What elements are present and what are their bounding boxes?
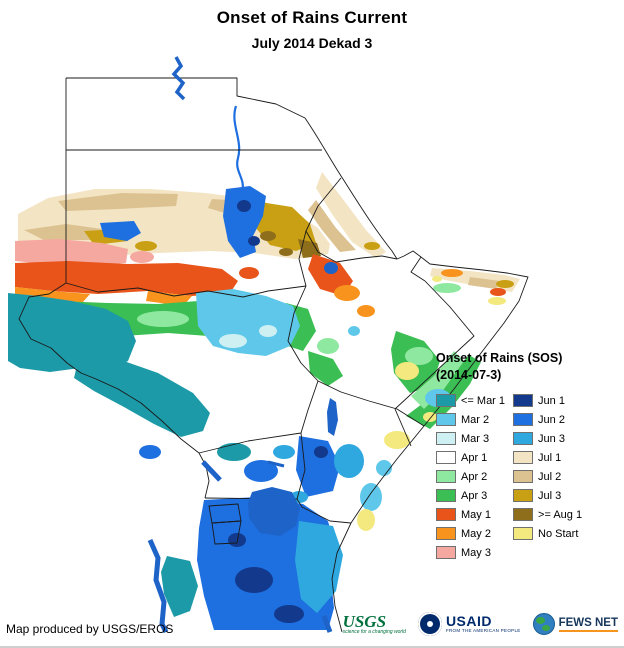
- legend-title: Onset of Rains (SOS): [436, 351, 563, 365]
- lake-malawi: [321, 615, 333, 633]
- map-subtitle: July 2014 Dekad 3: [251, 35, 373, 51]
- legend-label: Jun 2: [538, 413, 565, 426]
- legend-label: Apr 3: [461, 489, 488, 502]
- legend-label: Apr 1: [461, 451, 488, 464]
- legend-swatch: [436, 413, 456, 426]
- legend-item: Jul 1: [513, 448, 582, 467]
- legend-swatch: [513, 451, 534, 464]
- legend-item: Mar 2: [436, 410, 505, 429]
- sudan-southsudan-border: [65, 282, 307, 298]
- legend-date: (2014-07-3): [436, 368, 502, 382]
- legend-swatch: [436, 527, 456, 540]
- kenya-tanzania-border: [296, 498, 352, 524]
- ethiopia-somalia-border: [394, 280, 475, 410]
- legend-label: Jul 2: [538, 470, 562, 483]
- map-title: Onset of Rains Current: [216, 8, 408, 27]
- legend-swatch: [436, 432, 456, 445]
- legend-swatch: [513, 413, 534, 426]
- usaid-logo: USAID FROM THE AMERICAN PEOPLE: [417, 612, 521, 636]
- legend-swatch: [436, 451, 456, 464]
- attribution: Map produced by USGS/EROS: [6, 622, 174, 636]
- legend-label: Jun 1: [538, 394, 565, 407]
- legend-item: May 3: [436, 543, 505, 562]
- usgs-tagline: science for a changing world: [342, 628, 406, 635]
- kenya-somalia-border: [394, 408, 412, 447]
- legend-column-2: Jun 1 Jun 2 Jun 3 Jul 1 Jul 2 Jul 3 >= A…: [513, 391, 582, 562]
- legend-item: Apr 1: [436, 448, 505, 467]
- legend-label: No Start: [538, 527, 579, 540]
- legend-item: Apr 3: [436, 486, 505, 505]
- fewsnet-logo-text: FEWS NET: [558, 617, 618, 632]
- lake-victoria: [248, 487, 300, 536]
- legend-item: Jun 3: [513, 429, 582, 448]
- legend-label: Jul 3: [538, 489, 562, 502]
- ilemi-border: [300, 380, 319, 434]
- lake-tana: [324, 262, 338, 274]
- legend-label: Jul 1: [538, 451, 562, 464]
- water-layer: [147, 56, 338, 634]
- legend-label: Mar 3: [461, 432, 490, 445]
- legend-column-1: <= Mar 1 Mar 2 Mar 3 Apr 1 Apr 2 Apr 3 M…: [436, 391, 505, 562]
- legend: Onset of Rains (SOS) (2014-07-3) <= Mar …: [436, 350, 624, 562]
- usaid-logo-text: USAID: [445, 612, 492, 629]
- legend-swatch: [436, 508, 456, 521]
- legend-item: <= Mar 1: [436, 391, 505, 410]
- legend-label: May 3: [461, 546, 491, 559]
- usgs-logo: USGS science for a changing world: [342, 611, 406, 635]
- lake-turkana: [327, 398, 338, 436]
- border-layer: [18, 77, 529, 633]
- logo-strip: USGS science for a changing world USAID …: [343, 608, 618, 640]
- lake-kyoga: [267, 460, 285, 468]
- fews-globe-icon: [532, 613, 555, 635]
- legend-item: Jun 2: [513, 410, 582, 429]
- legend-swatch: [513, 470, 534, 483]
- legend-item: Jul 2: [513, 467, 582, 486]
- legend-item: Mar 3: [436, 429, 505, 448]
- legend-swatch: [436, 546, 456, 559]
- ethiopia-west-border: [287, 230, 319, 382]
- burundi-border: [211, 520, 242, 545]
- lake-tanganyika: [147, 538, 169, 634]
- usaid-tagline: FROM THE AMERICAN PEOPLE: [445, 627, 521, 633]
- fewsnet-logo: FEWS NET: [532, 613, 618, 635]
- legend-item: May 2: [436, 524, 505, 543]
- legend-swatch: [436, 489, 456, 502]
- legend-item: May 1: [436, 505, 505, 524]
- legend-label: May 2: [461, 527, 491, 540]
- legend-item: Jun 1: [513, 391, 582, 410]
- legend-swatch: [513, 489, 534, 502]
- eritrea-border: [305, 177, 398, 263]
- legend-label: May 1: [461, 508, 491, 521]
- legend-swatch: [513, 432, 534, 445]
- lake-albert: [201, 460, 222, 482]
- usaid-seal-icon: [417, 612, 442, 636]
- legend-swatch: [513, 508, 534, 521]
- usgs-logo-text: USGS: [342, 611, 387, 631]
- legend-item: >= Aug 1: [513, 505, 582, 524]
- kenya-uganda-border: [296, 432, 306, 500]
- ethiopia-south-border: [317, 380, 425, 427]
- uganda-north-border: [198, 432, 302, 454]
- west-borders: [18, 78, 210, 499]
- legend-label: Jun 3: [538, 432, 565, 445]
- legend-label: Apr 2: [461, 470, 488, 483]
- legend-swatch: [436, 394, 456, 407]
- coastline: [66, 77, 529, 633]
- legend-label: Mar 2: [461, 413, 490, 426]
- lake-nasser: [171, 56, 186, 101]
- legend-label: <= Mar 1: [461, 394, 506, 407]
- legend-swatch: [436, 470, 456, 483]
- legend-item: Apr 2: [436, 467, 505, 486]
- legend-item: No Start: [513, 524, 582, 543]
- djibouti-border: [410, 256, 426, 282]
- legend-label: >= Aug 1: [538, 508, 583, 521]
- legend-swatch: [513, 394, 534, 407]
- legend-item: Jul 3: [513, 486, 582, 505]
- raster-layer: [8, 105, 520, 630]
- legend-swatch: [513, 527, 534, 540]
